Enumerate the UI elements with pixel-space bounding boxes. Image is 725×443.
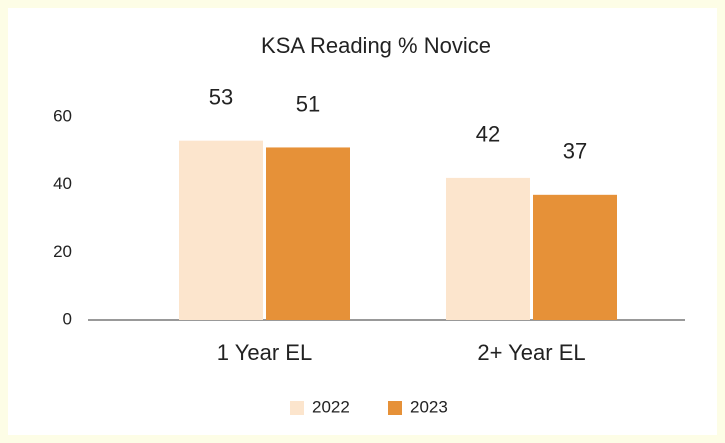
bar	[533, 194, 617, 320]
y-tick-label: 0	[63, 309, 72, 328]
value-label: 53	[209, 84, 233, 109]
legend-swatch	[388, 401, 402, 415]
y-tick-label: 60	[53, 106, 72, 125]
value-label: 51	[296, 91, 320, 116]
legend-label: 2022	[312, 397, 350, 416]
value-label: 37	[563, 139, 587, 164]
bar	[266, 147, 350, 320]
x-tick-label: 1 Year EL	[217, 340, 312, 365]
y-tick-label: 40	[53, 174, 72, 193]
bar	[179, 140, 263, 320]
bar	[446, 177, 530, 320]
chart-title: KSA Reading % Novice	[261, 33, 491, 58]
x-tick-label: 2+ Year EL	[477, 340, 585, 365]
legend-swatch	[290, 401, 304, 415]
y-tick-label: 20	[53, 242, 72, 261]
value-label: 42	[476, 122, 500, 147]
legend-label: 2023	[410, 397, 448, 416]
